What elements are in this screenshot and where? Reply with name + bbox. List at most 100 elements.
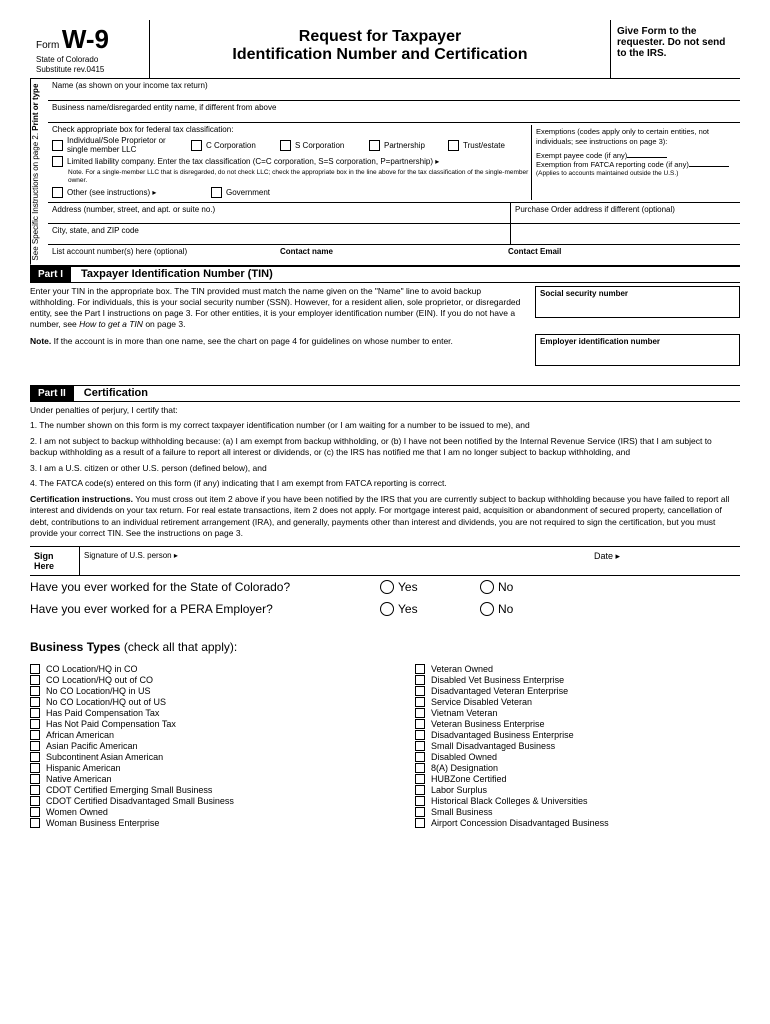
- business-checkbox[interactable]: [415, 807, 425, 817]
- business-item: Disadvantaged Veteran Enterprise: [415, 686, 740, 696]
- note-text: If the account is in more than one name,…: [54, 336, 453, 346]
- business-checkbox[interactable]: [415, 664, 425, 674]
- checkbox-scorp[interactable]: [280, 140, 291, 151]
- business-item: Has Paid Compensation Tax: [30, 708, 355, 718]
- checkbox-ccorp[interactable]: [191, 140, 202, 151]
- business-label: Has Not Paid Compensation Tax: [46, 719, 176, 729]
- po-address-field[interactable]: Purchase Order address if different (opt…: [510, 203, 740, 223]
- business-name-field[interactable]: Business name/disregarded entity name, i…: [48, 101, 740, 123]
- substitute-label: Substitute rev.0415: [36, 65, 143, 75]
- question-colorado: Have you ever worked for the State of Co…: [30, 576, 740, 598]
- business-checkbox[interactable]: [30, 752, 40, 762]
- business-checkbox[interactable]: [30, 719, 40, 729]
- business-label: Veteran Business Enterprise: [431, 719, 545, 729]
- sign-here: Sign Here: [30, 547, 80, 575]
- business-label: Small Business: [431, 807, 493, 817]
- business-checkbox[interactable]: [415, 719, 425, 729]
- sign-mid[interactable]: Signature of U.S. person ▸: [80, 547, 590, 575]
- ssn-box[interactable]: Social security number: [535, 286, 740, 318]
- exemptions-text: Exemptions (codes apply only to certain …: [536, 127, 732, 147]
- city-field[interactable]: City, state, and ZIP code: [48, 224, 510, 244]
- business-checkbox[interactable]: [415, 774, 425, 784]
- business-col1: CO Location/HQ in COCO Location/HQ out o…: [30, 664, 355, 829]
- business-item: Disabled Owned: [415, 752, 740, 762]
- checkbox-trust[interactable]: [448, 140, 459, 151]
- business-checkbox[interactable]: [30, 675, 40, 685]
- business-checkbox[interactable]: [30, 796, 40, 806]
- business-checkbox[interactable]: [30, 818, 40, 828]
- business-item: Hispanic American: [30, 763, 355, 773]
- business-checkbox[interactable]: [30, 708, 40, 718]
- exempt-fatca-label: Exemption from FATCA reporting code (if …: [536, 160, 689, 169]
- business-label: No CO Location/HQ in US: [46, 686, 151, 696]
- sign-date[interactable]: Date ▸: [590, 547, 740, 575]
- business-item: CO Location/HQ out of CO: [30, 675, 355, 685]
- business-label: African American: [46, 730, 114, 740]
- part2-badge: Part II: [30, 386, 74, 401]
- business-types-header: Business Types (check all that apply):: [30, 640, 740, 654]
- business-checkbox[interactable]: [415, 730, 425, 740]
- business-checkbox[interactable]: [415, 675, 425, 685]
- business-checkbox[interactable]: [415, 752, 425, 762]
- checkbox-gov[interactable]: [211, 187, 222, 198]
- cert-item3: 3. I am a U.S. citizen or other U.S. per…: [30, 463, 740, 474]
- q2-yes-radio[interactable]: [380, 602, 394, 616]
- name-field[interactable]: Name (as shown on your income tax return…: [48, 79, 740, 101]
- business-label: Hispanic American: [46, 763, 121, 773]
- cert-item2: 2. I am not subject to backup withholdin…: [30, 436, 740, 459]
- q2-yes: Yes: [398, 602, 418, 616]
- checkbox-partnership[interactable]: [369, 140, 380, 151]
- business-item: Service Disabled Veteran: [415, 697, 740, 707]
- business-label: Airport Concession Disadvantaged Busines…: [431, 818, 609, 828]
- business-checkbox[interactable]: [30, 785, 40, 795]
- business-checkbox[interactable]: [415, 741, 425, 751]
- business-checkbox[interactable]: [30, 807, 40, 817]
- classification-row: Check appropriate box for federal tax cl…: [48, 123, 740, 203]
- ein-box[interactable]: Employer identification number: [535, 334, 740, 366]
- business-checkbox[interactable]: [415, 796, 425, 806]
- business-label: Women Owned: [46, 807, 108, 817]
- business-item: Native American: [30, 774, 355, 784]
- exempt-payee-input[interactable]: [627, 157, 667, 158]
- checkbox-other[interactable]: [52, 187, 63, 198]
- opt-ccorp: C Corporation: [206, 141, 276, 150]
- business-item: Disadvantaged Business Enterprise: [415, 730, 740, 740]
- business-item: Labor Surplus: [415, 785, 740, 795]
- exempt-fatca-input[interactable]: [689, 166, 729, 167]
- tin-section: Enter your TIN in the appropriate box. T…: [30, 283, 740, 385]
- business-checkbox[interactable]: [30, 686, 40, 696]
- account-numbers-field[interactable]: List account number(s) here (optional): [52, 247, 280, 263]
- address-field[interactable]: Address (number, street, and apt. or sui…: [48, 203, 510, 223]
- business-label: Woman Business Enterprise: [46, 818, 159, 828]
- business-checkbox[interactable]: [30, 664, 40, 674]
- business-checkbox[interactable]: [30, 741, 40, 751]
- form-header: Form W-9 State of Colorado Substitute re…: [30, 20, 740, 79]
- business-label: Small Disadvantaged Business: [431, 741, 555, 751]
- business-item: Vietnam Veteran: [415, 708, 740, 718]
- checkbox-llc[interactable]: [52, 156, 63, 167]
- business-label: Labor Surplus: [431, 785, 487, 795]
- q2-no-radio[interactable]: [480, 602, 494, 616]
- q1-no-radio[interactable]: [480, 580, 494, 594]
- business-checkbox[interactable]: [415, 763, 425, 773]
- business-checkbox[interactable]: [415, 785, 425, 795]
- state-label: State of Colorado: [36, 55, 143, 65]
- fields-column: Name (as shown on your income tax return…: [48, 79, 740, 265]
- business-checkbox[interactable]: [415, 818, 425, 828]
- po-city-field[interactable]: [510, 224, 740, 244]
- q1-yes-radio[interactable]: [380, 580, 394, 594]
- business-checkbox[interactable]: [30, 697, 40, 707]
- tin-end: on page 3.: [145, 319, 185, 329]
- business-item: CDOT Certified Disadvantaged Small Busin…: [30, 796, 355, 806]
- business-checkbox[interactable]: [415, 697, 425, 707]
- business-checkbox[interactable]: [30, 730, 40, 740]
- exempt-payee-label: Exempt payee code (if any): [536, 151, 627, 160]
- business-checkbox[interactable]: [415, 708, 425, 718]
- opt-llc: Limited liability company. Enter the tax…: [67, 157, 439, 166]
- business-checkbox[interactable]: [30, 763, 40, 773]
- form-label: Form: [36, 40, 59, 51]
- business-checkbox[interactable]: [30, 774, 40, 784]
- business-checkbox[interactable]: [415, 686, 425, 696]
- checkbox-individual[interactable]: [52, 140, 63, 151]
- exemptions-box: Exemptions (codes apply only to certain …: [531, 125, 736, 200]
